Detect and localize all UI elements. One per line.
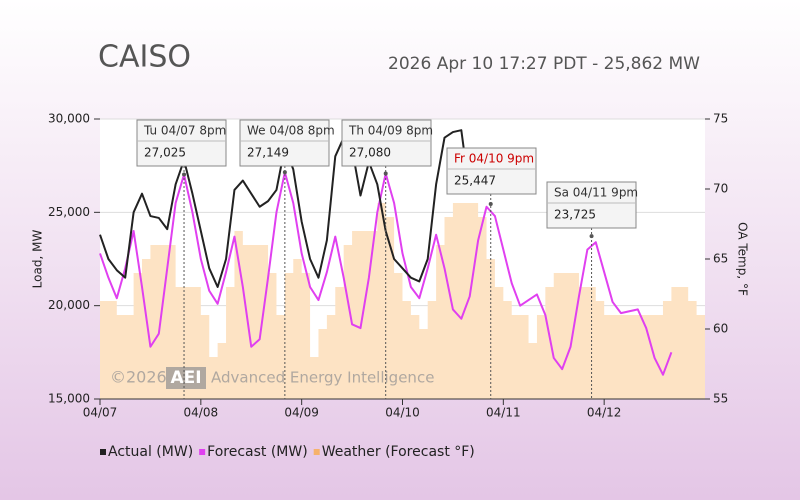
y-tick-label: 30,000: [48, 112, 90, 126]
annotation-point: [589, 234, 594, 239]
x-tick-label: 04/08: [184, 406, 219, 420]
annotation-label: We 04/08 8pm: [247, 124, 335, 138]
annotation-point: [282, 170, 287, 175]
weather-area: [100, 203, 705, 399]
y2-tick-label: 70: [713, 182, 728, 196]
y2-tick-label: 75: [713, 112, 728, 126]
legend-label: Weather (Forecast °F): [322, 444, 475, 460]
x-tick-label: 04/07: [83, 406, 118, 420]
chart-subtitle: 2026 Apr 10 17:27 PDT - 25,862 MW: [388, 54, 700, 74]
y-tick-label: 15,000: [48, 392, 90, 406]
annotation-value: 27,080: [349, 146, 391, 160]
legend-swatch: [100, 449, 106, 455]
annotation-label: Fr 04/10 9pm: [454, 152, 534, 166]
chart-title: CAISO: [98, 40, 191, 75]
legend-swatch: [313, 449, 320, 455]
y2-tick-label: 65: [713, 252, 728, 266]
annotation-box: [546, 181, 637, 229]
annotation-value: 27,025: [144, 146, 186, 160]
annotation-box: [341, 119, 432, 167]
watermark-copyright: ©2026: [110, 368, 167, 387]
annotation-value: 25,447: [454, 174, 496, 188]
annotation-point: [182, 172, 187, 177]
y2-tick-label: 55: [713, 392, 728, 406]
y-axis-label: Load, MW: [31, 230, 45, 289]
watermark-logo-box: [166, 367, 206, 389]
watermark-logo: AEI: [170, 368, 201, 388]
annotation-value: 27,149: [247, 146, 289, 160]
legend-label: Actual (MW): [108, 444, 193, 460]
y-tick-label: 20,000: [48, 298, 90, 312]
y2-tick-label: 60: [713, 322, 728, 336]
annotation-box: [239, 119, 330, 167]
annotation-label: Sa 04/11 9pm: [554, 186, 638, 200]
x-tick-label: 04/11: [486, 406, 521, 420]
y-tick-label: 25,000: [48, 205, 90, 219]
annotation-point: [383, 171, 388, 176]
annotation-point: [488, 201, 493, 206]
annotation-value: 23,725: [554, 208, 596, 222]
annotation-box: [446, 147, 537, 195]
annotation-label: Tu 04/07 8pm: [143, 124, 226, 138]
watermark-name: Advanced Energy Intelligence: [211, 369, 434, 387]
annotation-box: [136, 119, 227, 167]
x-tick-label: 04/12: [587, 406, 622, 420]
annotation-label: Th 04/09 8pm: [348, 124, 433, 138]
y2-axis-label: OA Temp, °F: [736, 222, 750, 296]
x-tick-label: 04/10: [385, 406, 420, 420]
x-tick-label: 04/09: [284, 406, 319, 420]
legend-label: Forecast (MW): [207, 444, 308, 460]
legend-swatch: [199, 449, 206, 455]
